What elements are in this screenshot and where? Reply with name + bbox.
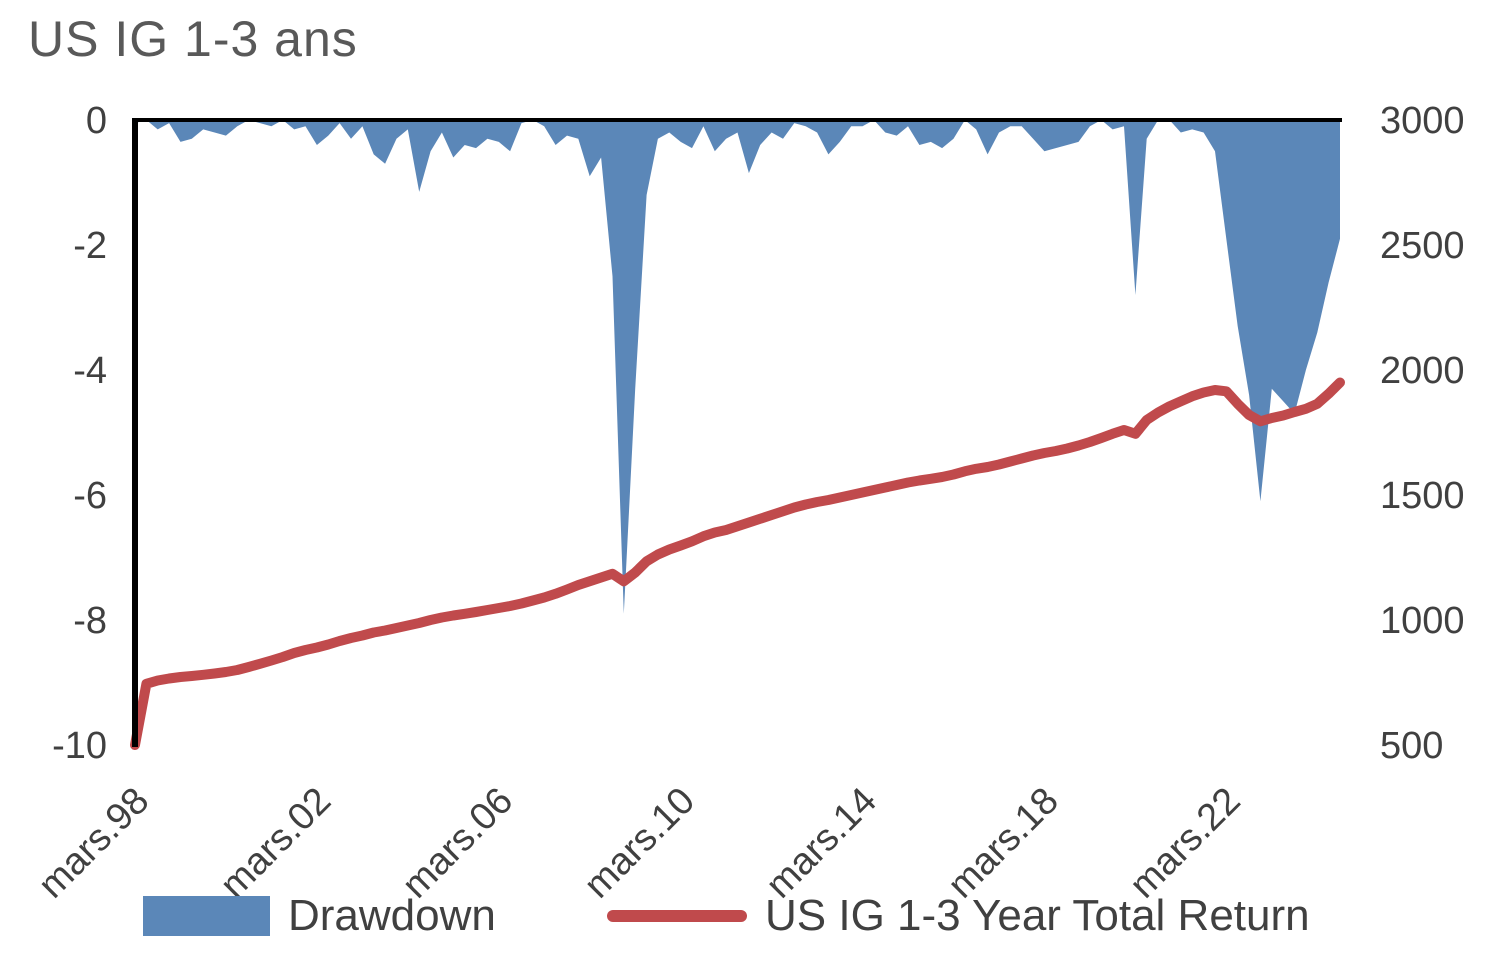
svg-text:-6: -6 (73, 475, 107, 517)
total-return-swatch-icon (607, 910, 747, 922)
svg-text:-2: -2 (73, 225, 107, 267)
legend-item-drawdown: Drawdown (143, 891, 496, 941)
svg-text:0: 0 (86, 100, 107, 142)
svg-text:mars.14: mars.14 (758, 780, 885, 907)
svg-text:500: 500 (1380, 725, 1443, 767)
svg-text:mars.22: mars.22 (1122, 780, 1249, 907)
svg-text:mars.18: mars.18 (940, 780, 1067, 907)
svg-text:-8: -8 (73, 600, 107, 642)
svg-text:mars.06: mars.06 (394, 780, 521, 907)
svg-text:2000: 2000 (1380, 350, 1465, 392)
svg-text:mars.10: mars.10 (576, 780, 703, 907)
svg-text:-10: -10 (52, 725, 107, 767)
svg-text:1000: 1000 (1380, 600, 1465, 642)
svg-text:1500: 1500 (1380, 475, 1465, 517)
svg-text:-4: -4 (73, 350, 107, 392)
legend-label-drawdown: Drawdown (288, 891, 496, 940)
drawdown-swatch-icon (143, 896, 270, 936)
legend-label-total-return: US IG 1-3 Year Total Return (765, 891, 1310, 940)
chart-title: US IG 1-3 ans (28, 11, 358, 67)
svg-text:mars.02: mars.02 (212, 780, 339, 907)
svg-text:mars.98: mars.98 (31, 780, 158, 907)
svg-text:3000: 3000 (1380, 100, 1465, 142)
svg-text:2500: 2500 (1380, 225, 1465, 267)
legend-item-total-return: US IG 1-3 Year Total Return (607, 891, 1310, 941)
